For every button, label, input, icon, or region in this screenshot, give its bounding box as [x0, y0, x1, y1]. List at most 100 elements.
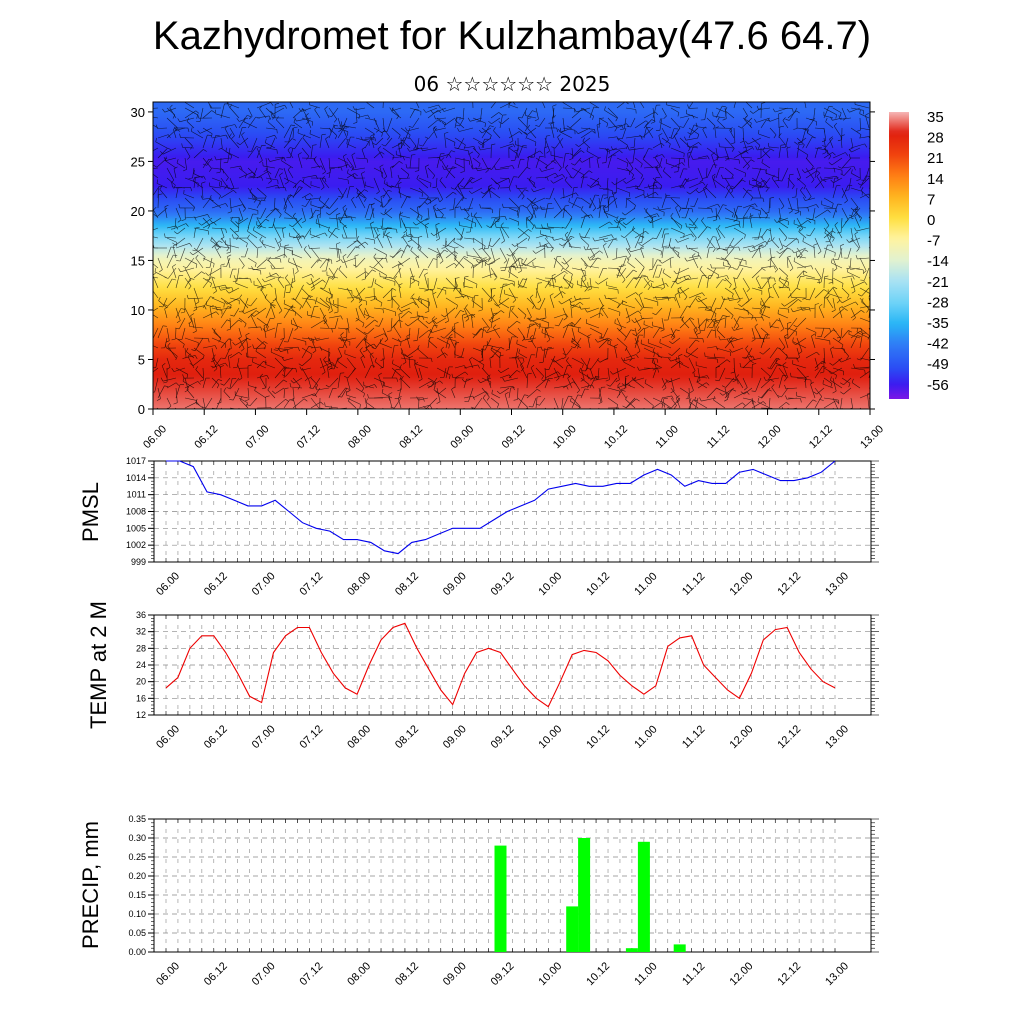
wind-barb-flag [387, 299, 392, 302]
wind-barb-flag [726, 184, 730, 188]
wind-barb [359, 350, 366, 359]
wind-barb [167, 345, 177, 359]
wind-barb-flag [537, 388, 541, 392]
wind-barb-flag [813, 243, 818, 246]
wind-barb-flag [763, 376, 766, 381]
wind-barb [571, 297, 582, 303]
wind-barb-flag [669, 256, 674, 259]
wind-barb [328, 347, 330, 362]
wind-barb [508, 266, 512, 279]
wind-barb [301, 274, 312, 279]
wind-barb [724, 277, 732, 285]
wind-barb [825, 121, 834, 129]
wind-barb [634, 187, 645, 191]
wind-barb [625, 397, 636, 408]
wind-barb [535, 283, 539, 299]
wind-barb-flag [441, 314, 445, 318]
wind-barb-flag [406, 333, 411, 337]
wind-barb-flag [387, 198, 391, 202]
wind-barb [224, 128, 231, 139]
wind-barb [283, 177, 297, 185]
wind-barb-flag [548, 122, 553, 124]
wind-barb-flag [276, 149, 278, 154]
wind-barb [539, 397, 546, 406]
wind-barb-flag [375, 325, 380, 327]
wind-barb [302, 137, 312, 149]
wind-barb [624, 376, 627, 389]
wind-barb [529, 207, 537, 221]
wind-barb [733, 179, 743, 189]
wind-barb-flag [718, 142, 720, 147]
wind-barb-flag [725, 158, 729, 161]
wind-barb-flag [684, 296, 688, 301]
wind-barb [449, 336, 456, 349]
wind-barb-flag [516, 207, 520, 212]
wind-barb-flag [621, 389, 626, 392]
wind-barb-flag [828, 155, 832, 160]
wind-barb-flag [407, 196, 412, 198]
wind-barb [562, 257, 569, 267]
wind-barb-flag [396, 305, 400, 310]
wind-barb-flag [557, 371, 561, 375]
wind-barb-flag [487, 185, 490, 190]
wind-barb [454, 407, 456, 409]
wind-barb-flag [777, 364, 782, 367]
wind-barb-flag [531, 225, 535, 230]
wind-barb [347, 172, 357, 179]
wind-barb-flag [438, 197, 440, 202]
wind-barb-flag [312, 350, 317, 354]
wind-barb [427, 207, 430, 219]
wind-barb [689, 401, 699, 409]
wind-barb-flag [247, 364, 252, 367]
wind-barb-flag [822, 152, 827, 155]
wind-barb-flag [353, 264, 358, 267]
wind-barb [859, 357, 870, 361]
wind-barb-flag [380, 358, 385, 361]
wind-barb [307, 314, 321, 319]
wind-barb-flag [650, 121, 655, 124]
wind-barb [832, 185, 837, 199]
wind-barb-flag [681, 162, 685, 166]
wind-barb [625, 107, 636, 110]
wind-barb-flag [325, 296, 328, 301]
wind-barb [354, 107, 366, 111]
wind-barb-flag [314, 393, 318, 398]
wind-barb-flag [279, 168, 284, 170]
wind-barb [679, 317, 691, 329]
wind-barb [526, 297, 535, 306]
wind-barb-flag [838, 338, 842, 342]
wind-barb-flag [722, 204, 727, 206]
wind-barb [211, 203, 226, 209]
wind-barb-flag [331, 294, 333, 299]
wind-barb [733, 237, 744, 248]
wind-barb-flag [788, 309, 790, 314]
wind-barb [337, 216, 352, 219]
wind-barb [290, 147, 294, 158]
wind-barb [603, 327, 609, 338]
wind-barb-flag [285, 367, 290, 369]
wind-barb-flag [662, 268, 665, 273]
wind-barb-flag [494, 165, 497, 170]
wind-barb [623, 361, 636, 369]
heatmap-xtick-label: 08.12 [397, 423, 425, 451]
wind-barb-flag [338, 195, 343, 198]
wind-barb [176, 162, 186, 169]
wind-barb [500, 225, 510, 239]
wind-barb-flag [186, 117, 190, 122]
wind-barb-flag [686, 348, 688, 353]
wind-barb-flag [231, 135, 235, 139]
wind-barb [724, 217, 740, 222]
wind-barb-flag [777, 347, 782, 350]
wind-barb [504, 394, 510, 409]
wind-barb [570, 400, 582, 409]
wind-barb-flag [471, 212, 473, 217]
wind-barb [576, 107, 591, 113]
wind-barb-flag [849, 217, 854, 219]
wind-barb [706, 357, 718, 360]
wind-barb-flag [420, 216, 423, 221]
wind-barb [391, 161, 400, 169]
wind-barb-flag [657, 206, 660, 211]
wind-barb [241, 134, 249, 149]
wind-barb-flag [180, 311, 185, 314]
wind-barb [532, 397, 537, 408]
